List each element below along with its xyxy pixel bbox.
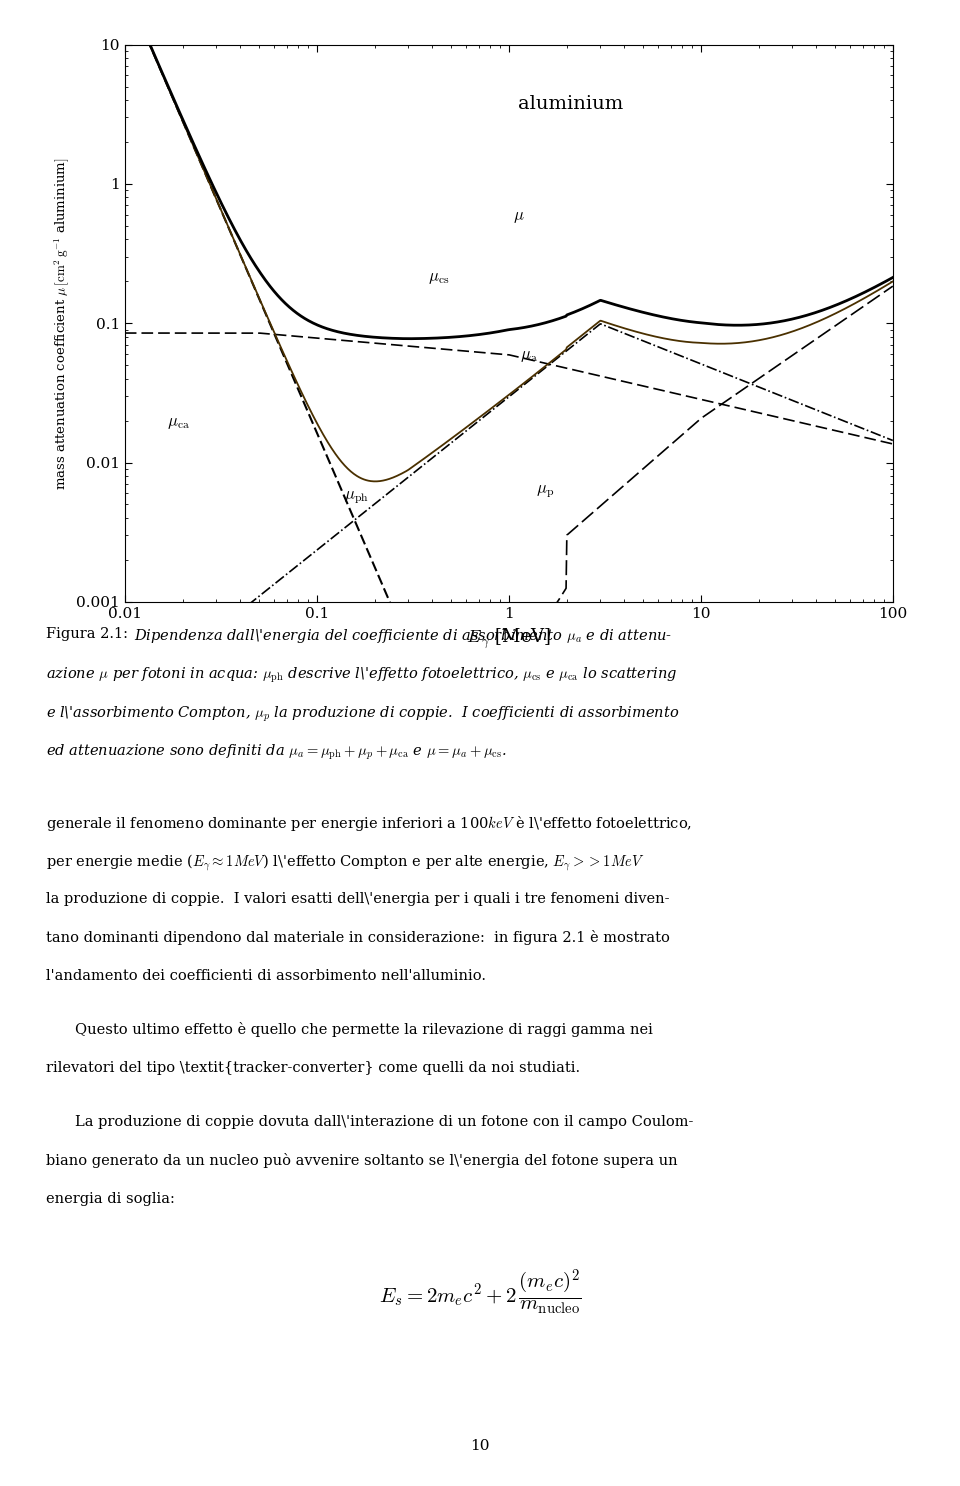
Text: e l\'assorbimento Compton, $\mu_p$ la produzione di coppie.  I coefficienti di a: e l\'assorbimento Compton, $\mu_p$ la pr… [46,704,680,724]
Text: $\mu$: $\mu$ [513,208,524,224]
Text: aluminium: aluminium [517,95,623,113]
Text: energia di soglia:: energia di soglia: [46,1192,175,1205]
Text: rilevatori del tipo \textit{tracker-converter} come quelli da noi studiati.: rilevatori del tipo \textit{tracker-conv… [46,1061,580,1074]
Text: la produzione di coppie.  I valori esatti dell\'energia per i quali i tre fenome: la produzione di coppie. I valori esatti… [46,892,669,905]
Text: La produzione di coppie dovuta dall\'interazione di un fotone con il campo Coulo: La produzione di coppie dovuta dall\'int… [75,1114,693,1128]
Text: biano generato da un nucleo può avvenire soltanto se l\'energia del fotone super: biano generato da un nucleo può avvenire… [46,1153,678,1168]
Text: per energie medie ($E_\gamma \approx 1MeV$) l\'effetto Compton e per alte energi: per energie medie ($E_\gamma \approx 1Me… [46,853,644,874]
Text: $E_s = 2m_e c^2 + 2\,\dfrac{(m_e c)^2}{m_{\mathrm{nucleo}}}$: $E_s = 2m_e c^2 + 2\,\dfrac{(m_e c)^2}{m… [378,1268,582,1317]
Text: Dipendenza dall\'energia del coefficiente di assorbimento $\mu_a$ e di attenu-: Dipendenza dall\'energia del coefficient… [134,627,673,645]
X-axis label: $E_{\,\gamma}$ [MeV]: $E_{\,\gamma}$ [MeV] [467,626,551,651]
Text: ed attenuazione sono definiti da $\mu_a = \mu_{\mathrm{ph}} + \mu_p + \mu_{\math: ed attenuazione sono definiti da $\mu_a … [46,743,507,762]
Text: azione $\mu$ per fotoni in acqua: $\mu_{\mathrm{ph}}$ descrive l\'effetto fotoel: azione $\mu$ per fotoni in acqua: $\mu_{… [46,666,678,685]
Text: $\mu_{\mathrm{ph}}$: $\mu_{\mathrm{ph}}$ [344,489,369,505]
Y-axis label: mass attenuation coefficient $\mu\,[\mathrm{cm}^2\,\mathrm{g}^{-1}$ aluminium$]$: mass attenuation coefficient $\mu\,[\mat… [52,158,71,489]
Text: $\mu_{\mathrm{cs}}$: $\mu_{\mathrm{cs}}$ [428,269,449,287]
Text: $\mu_{\mathrm{p}}$: $\mu_{\mathrm{p}}$ [536,483,554,499]
Text: tano dominanti dipendono dal materiale in considerazione:  in figura 2.1 è mostr: tano dominanti dipendono dal materiale i… [46,930,670,945]
Text: Questo ultimo effetto è quello che permette la rilevazione di raggi gamma nei: Questo ultimo effetto è quello che perme… [75,1022,653,1037]
Text: Figura 2.1:: Figura 2.1: [46,627,128,640]
Text: $\mu_{\mathrm{ca}}$: $\mu_{\mathrm{ca}}$ [167,415,190,431]
Text: generale il fenomeno dominante per energie inferiori a 100$keV$ è l\'effetto fot: generale il fenomeno dominante per energ… [46,814,692,834]
Text: $\mu_{\mathrm{a}}$: $\mu_{\mathrm{a}}$ [520,348,539,364]
Text: l'andamento dei coefficienti di assorbimento nell'alluminio.: l'andamento dei coefficienti di assorbim… [46,969,486,982]
Text: 10: 10 [470,1440,490,1453]
